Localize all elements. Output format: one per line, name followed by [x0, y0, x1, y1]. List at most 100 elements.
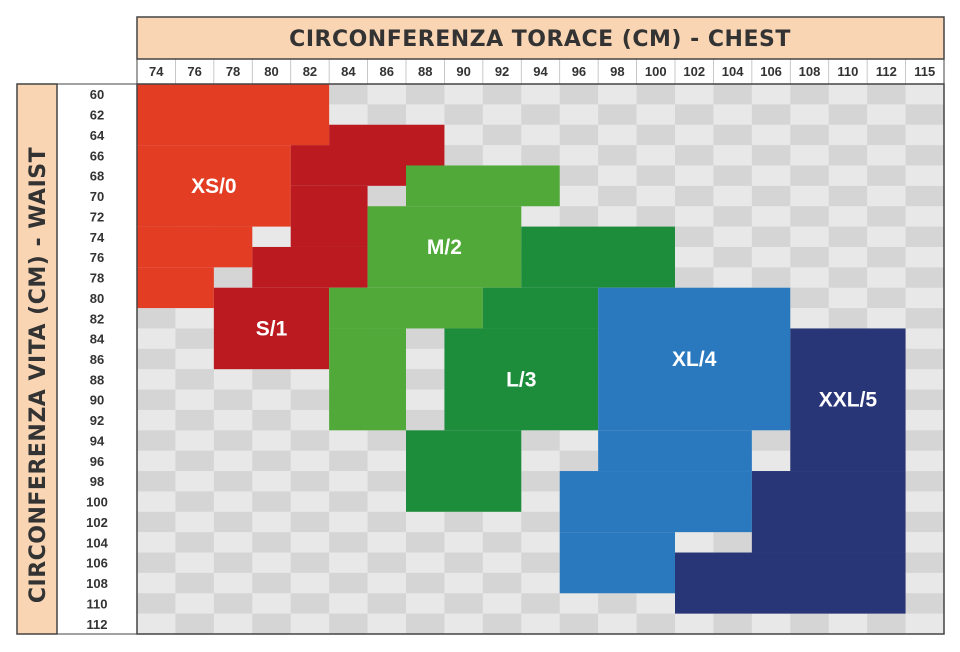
grid-cell	[905, 409, 945, 431]
grid-cell	[213, 450, 253, 472]
grid-cell	[598, 145, 637, 166]
grid-cell	[559, 124, 599, 146]
grid-cell	[790, 206, 830, 227]
grid-cell	[252, 593, 292, 614]
grid-cell	[828, 145, 868, 166]
size-block-step	[598, 430, 752, 472]
grid-cell	[137, 308, 176, 329]
grid-cell	[290, 532, 330, 553]
grid-cell	[175, 572, 215, 594]
grid-cell	[329, 84, 368, 105]
grid-cell	[406, 511, 445, 533]
grid-cell	[290, 369, 330, 390]
waist-tick-label: 64	[90, 128, 105, 143]
grid-cell	[175, 552, 215, 574]
grid-cell	[444, 613, 484, 635]
grid-cell	[175, 389, 215, 411]
grid-cell	[521, 206, 561, 227]
grid-cell	[444, 572, 484, 594]
grid-cell	[175, 491, 215, 513]
grid-cell	[367, 613, 407, 635]
grid-cell	[444, 84, 484, 105]
grid-cell	[406, 328, 445, 350]
grid-cell	[137, 532, 176, 553]
grid-cell	[290, 450, 330, 472]
grid-cell	[905, 104, 945, 126]
grid-cell	[137, 593, 176, 614]
grid-cell	[559, 430, 599, 451]
grid-cell	[213, 409, 253, 431]
grid-cell	[559, 593, 599, 614]
size-block-step	[444, 328, 599, 431]
grid-cell	[213, 491, 253, 513]
waist-tick-label: 110	[87, 596, 108, 611]
grid-cell	[137, 471, 176, 492]
grid-cell	[213, 572, 253, 594]
grid-cell	[290, 511, 330, 533]
grid-cell	[905, 572, 945, 594]
chest-tick-label: 76	[187, 64, 201, 79]
grid-cell	[790, 145, 830, 166]
grid-cell	[905, 511, 945, 533]
grid-cell	[905, 348, 945, 370]
size-block-step	[406, 430, 522, 512]
grid-cell	[867, 165, 906, 187]
waist-tick-label: 78	[90, 271, 104, 286]
grid-cell	[290, 593, 330, 614]
grid-cell	[598, 84, 637, 105]
grid-cell	[444, 104, 484, 126]
chest-tick-label: 115	[914, 64, 935, 79]
grid-cell	[406, 409, 445, 431]
grid-cell	[905, 308, 945, 329]
grid-cell	[751, 450, 791, 472]
grid-cell	[790, 124, 830, 146]
waist-tick-label: 80	[90, 291, 104, 306]
grid-cell	[444, 593, 484, 614]
grid-cell	[137, 348, 176, 370]
grid-cell	[213, 267, 253, 289]
grid-cell	[521, 84, 561, 105]
grid-cell	[751, 206, 791, 227]
grid-cell	[521, 124, 561, 146]
chest-tick-label: 92	[495, 64, 509, 79]
grid-cell	[482, 552, 522, 574]
grid-frame	[56, 58, 945, 635]
size-block-step	[137, 84, 330, 146]
grid-cell	[559, 206, 599, 227]
grid-cell	[482, 511, 522, 533]
grid-cell	[367, 572, 407, 594]
grid-cell	[713, 246, 753, 268]
waist-tick-label: 108	[86, 576, 108, 591]
chest-tick-label: 74	[149, 64, 164, 79]
grid-cell	[713, 104, 753, 126]
grid-cell	[137, 572, 176, 594]
grid-cell	[905, 450, 945, 472]
grid-cell	[521, 491, 561, 513]
grid-cell	[598, 206, 637, 227]
grid-cell	[559, 613, 599, 635]
size-label: XL/4	[672, 348, 717, 371]
grid-cell	[175, 511, 215, 533]
grid-cell	[905, 532, 945, 553]
grid-cell	[137, 369, 176, 390]
grid-cell	[713, 206, 753, 227]
chest-tick-label: 110	[837, 64, 858, 79]
chest-ticks: 74 76 78 80 82 84 86 88 90 92 94 96 98 100 102 104 106 10…	[149, 64, 935, 79]
grid-cell	[867, 308, 906, 329]
size-blocks	[137, 84, 906, 614]
grid-cell	[406, 593, 445, 614]
grid-cell	[905, 206, 945, 227]
chest-tick-label: 78	[226, 64, 240, 79]
grid-cell	[905, 552, 945, 574]
grid-cell	[713, 165, 753, 187]
grid-cell	[444, 124, 484, 146]
size-block-step	[406, 165, 560, 207]
grid-cell	[521, 511, 561, 533]
grid-cell	[482, 532, 522, 553]
grid-cell	[213, 613, 253, 635]
grid-cell	[905, 124, 945, 146]
grid-cell	[828, 84, 868, 105]
grid-cell	[751, 84, 791, 105]
size-block-step	[751, 471, 906, 553]
grid-cell	[252, 511, 292, 533]
